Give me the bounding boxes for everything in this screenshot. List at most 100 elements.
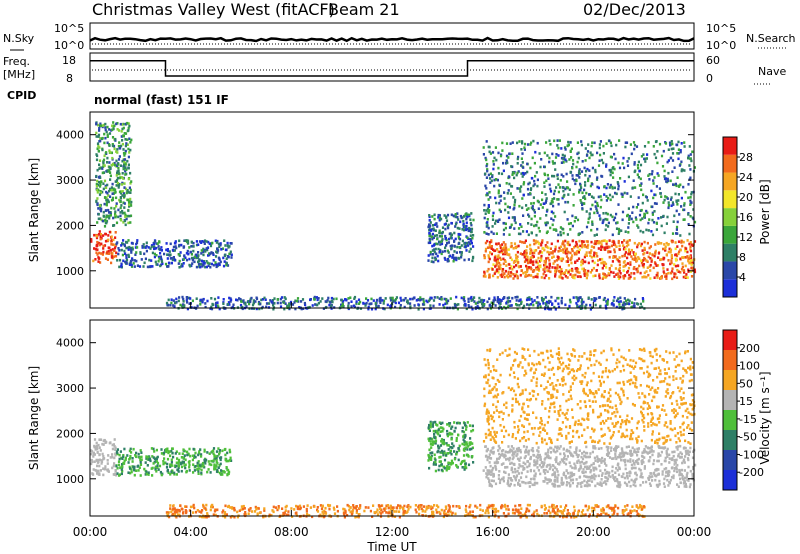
power-cell [164,262,168,266]
power-cell [608,267,611,270]
power-cell [553,189,556,193]
velocity-cell [555,512,558,515]
power-cell [98,230,101,233]
velocity-cell [203,448,206,452]
velocity-cell [93,438,97,441]
power-cell [597,186,600,190]
power-cell [460,253,463,257]
velocity-cell [450,437,453,441]
velocity-cell [96,472,99,475]
power-cell [619,177,622,180]
power-cell [512,171,516,175]
power-cell [691,150,694,154]
power-cell [314,303,317,306]
power-cell [440,297,443,301]
power-cell [368,302,371,306]
power-cell [478,296,481,300]
power-cell [575,252,578,256]
power-cell [95,188,99,192]
power-cell [453,231,456,235]
power-cell [523,304,526,308]
velocity-cell [355,511,358,514]
power-cell [503,305,506,309]
velocity-cell [151,466,154,470]
velocity-cell [387,506,390,510]
power-cell [567,270,570,274]
velocity-cell [206,512,209,515]
velocity-cell [611,509,614,512]
velocity-cell [219,458,222,462]
power-cell [683,271,686,274]
power-cell [166,249,170,253]
power-cell [687,183,690,186]
power-cell [687,268,690,272]
power-cell [518,204,521,208]
velocity-cell [145,470,148,474]
velocity-cell [194,455,197,459]
power-cell [604,248,607,251]
power-cell [521,253,524,256]
power-cell [433,250,436,254]
power-cell [102,182,105,185]
power-cell [670,204,673,207]
power-cell [675,209,678,213]
power-cell [687,196,690,200]
power-cell [457,303,460,306]
power-cell [98,127,101,130]
power-cell [583,260,587,264]
power-cell [608,186,611,189]
power-cell [549,270,552,274]
power-cell [513,176,516,180]
power-cell [596,254,599,258]
power-cell [574,273,577,277]
velocity-cell [379,507,382,511]
power-cell [222,298,225,301]
velocity-cell [395,510,398,513]
power-cell [279,305,283,308]
velocity-cell [224,515,227,519]
velocity-cell [98,458,101,462]
power-cell [509,274,512,278]
power-cell [502,257,505,261]
power-cell [563,272,566,276]
power-cell [618,244,621,248]
power-cell [680,160,683,164]
velocity-cell [439,455,442,459]
power-cell [341,303,344,306]
power-cell [581,207,584,210]
velocity-cell [128,449,131,453]
velocity-cell [229,515,232,519]
power-cell [118,265,121,269]
power-cell [664,195,667,198]
power-cell [617,259,620,263]
power-cell [519,252,522,255]
velocity-cell [434,420,437,424]
power-cell [457,235,460,238]
power-cell [169,253,172,256]
power-cell [600,245,603,249]
power-cell [107,208,110,212]
velocity-cell [481,509,484,512]
power-cell [429,250,432,254]
power-cell [172,299,175,302]
power-cell [100,180,103,184]
power-cell [109,195,112,198]
velocity-cell [127,471,130,474]
velocity-cell [323,509,326,513]
power-cell [625,302,629,305]
power-cell [557,250,560,253]
power-cell [308,305,311,309]
power-cell [626,262,629,265]
power-cell [467,304,470,307]
power-cell [488,297,491,300]
power-cell [340,304,343,308]
power-cell [637,160,640,164]
velocity-cell [169,454,172,458]
velocity-cell [92,455,95,458]
velocity-cell [155,448,158,452]
velocity-cell [201,509,204,512]
power-cell [522,182,525,186]
power-cell [632,251,635,254]
velocity-cell [178,513,181,517]
power-cell [249,300,252,304]
